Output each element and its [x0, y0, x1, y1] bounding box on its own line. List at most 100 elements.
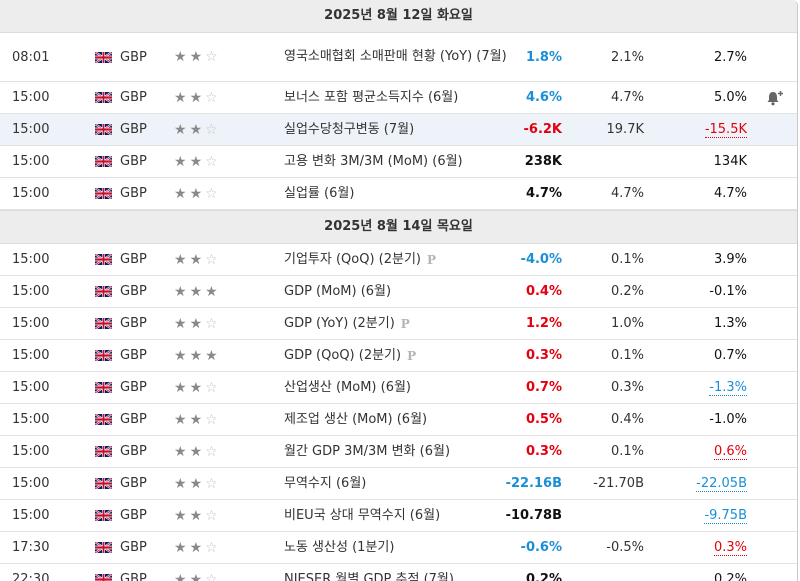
forecast-value: -0.5% — [606, 540, 644, 555]
previous-value-text: -1.0% — [709, 412, 747, 427]
previous-value: 2.7% — [714, 33, 747, 81]
event-name[interactable]: 월간 GDP 3M/3M 변화 (6월) — [284, 436, 534, 467]
event-row[interactable]: 15:00 GBP ★ ★ ☆ 보너스 포함 평균소득지수 (6월) 4.6% 4.7% 5.0… — [0, 82, 797, 114]
star-icon: ★ — [174, 347, 187, 364]
forecast-value: 0.1% — [610, 444, 644, 459]
previous-value: 0.3% — [713, 532, 747, 563]
star-icon: ★ — [174, 49, 187, 65]
star-icon: ☆ — [205, 507, 218, 524]
previous-value: 0.2% — [714, 564, 747, 581]
event-name-text[interactable]: 제조업 생산 (MoM) (6월) — [284, 411, 428, 427]
event-name-text[interactable]: 무역수지 (6월) — [284, 475, 367, 491]
event-row[interactable]: 15:00 GBP ★ ★ ★ GDP (QoQ) (2분기) P 0.3% 0.1% 0.7% — [0, 340, 797, 372]
event-row[interactable]: 15:00 GBP ★ ★ ☆ 제조업 생산 (MoM) (6월) 0.5% 0.4% -1.0… — [0, 404, 797, 436]
star-icon: ★ — [189, 315, 203, 332]
event-name[interactable]: 노동 생산성 (1분기) — [284, 532, 534, 563]
event-name[interactable]: NIESER 월별 GDP 추적 (7월) — [284, 564, 534, 581]
uk-flag-icon — [95, 82, 112, 113]
event-name-text[interactable]: 고용 변화 3M/3M (MoM) (6월) — [284, 153, 463, 169]
event-row[interactable]: 15:00 GBP ★ ★ ☆ 실업률 (6월) 4.7% 4.7% 4.7% — [0, 178, 797, 210]
star-icon: ☆ — [205, 185, 218, 202]
event-row[interactable]: 08:01 GBP ★ ★ ☆ 영국소매협회 소매판매 현황 (YoY) (7월) 1.8%… — [0, 33, 797, 82]
event-name-text[interactable]: 월간 GDP 3M/3M 변화 (6월) — [284, 443, 451, 459]
event-row[interactable]: 15:00 GBP ★ ★ ☆ 기업투자 (QoQ) (2분기) P -4.0% 0.1% 3.9… — [0, 244, 797, 276]
event-name-text[interactable]: 기업투자 (QoQ) (2분기) — [284, 251, 422, 267]
event-name[interactable]: 실업수당청구변동 (7월) — [284, 114, 534, 145]
actual-value: 0.5% — [525, 412, 562, 427]
uk-flag-icon — [95, 146, 112, 177]
event-time: 15:00 — [12, 154, 50, 169]
event-name-text[interactable]: 실업수당청구변동 (7월) — [284, 121, 415, 137]
star-icon: ☆ — [205, 411, 218, 428]
event-row[interactable]: 15:00 GBP ★ ★ ☆ 월간 GDP 3M/3M 변화 (6월) 0.3% 0.1% 0… — [0, 436, 797, 468]
forecast-value: 1.0% — [610, 316, 644, 331]
currency-code: GBP — [120, 49, 147, 65]
star-icon: ★ — [189, 283, 203, 300]
star-icon: ★ — [205, 347, 218, 364]
actual-value: 0.4% — [525, 284, 562, 299]
event-row[interactable]: 22:30 GBP ★ ★ ☆ NIESER 월별 GDP 추적 (7월) 0.2% 0.2% — [0, 564, 797, 581]
event-time: 22:30 — [12, 572, 50, 581]
event-name[interactable]: 비EU국 상대 무역수지 (6월) — [284, 500, 534, 531]
event-name-text[interactable]: 산업생산 (MoM) (6월) — [284, 379, 412, 395]
event-row[interactable]: 15:00 GBP ★ ★ ★ GDP (MoM) (6월) 0.4% 0.2% -0.1% — [0, 276, 797, 308]
bell-add-icon[interactable] — [765, 82, 785, 113]
event-name-text[interactable]: GDP (QoQ) (2분기) — [284, 347, 402, 363]
event-row[interactable]: 15:00 GBP ★ ★ ☆ 비EU국 상대 무역수지 (6월) -10.78B -9.75… — [0, 500, 797, 532]
event-name[interactable]: 영국소매협회 소매판매 현황 (YoY) (7월) — [284, 33, 534, 81]
event-name-text[interactable]: 실업률 (6월) — [284, 185, 355, 201]
event-name-text[interactable]: 노동 생산성 (1분기) — [284, 539, 395, 555]
previous-value-text: -15.5K — [704, 121, 747, 138]
event-time: 15:00 — [12, 380, 50, 395]
actual-value: 1.8% — [525, 49, 562, 65]
currency-code: GBP — [120, 90, 147, 105]
previous-value: 5.0% — [714, 82, 747, 113]
event-row[interactable]: 15:00 GBP ★ ★ ☆ 무역수지 (6월) -22.16B -21.70B -22.05… — [0, 468, 797, 500]
event-row[interactable]: 15:00 GBP ★ ★ ☆ 산업생산 (MoM) (6월) 0.7% 0.3% -1.3% — [0, 372, 797, 404]
event-name[interactable]: 보너스 포함 평균소득지수 (6월) — [284, 82, 534, 113]
event-name-text[interactable]: 영국소매협회 소매판매 현황 (YoY) (7월) — [284, 49, 507, 64]
currency-code: GBP — [120, 572, 147, 581]
event-row[interactable]: 15:00 GBP ★ ★ ☆ 실업수당청구변동 (7월) -6.2K 19.7K -15.5K — [0, 114, 797, 146]
currency-code: GBP — [120, 154, 147, 169]
star-icon: ★ — [205, 283, 218, 300]
star-icon: ★ — [174, 315, 187, 332]
previous-value: 0.6% — [713, 436, 747, 467]
preliminary-badge: P — [407, 348, 417, 363]
previous-value: -1.3% — [709, 372, 747, 403]
forecast-value: 0.2% — [610, 284, 644, 299]
event-name[interactable]: 기업투자 (QoQ) (2분기) P — [284, 244, 534, 275]
event-name-text[interactable]: NIESER 월별 GDP 추적 (7월) — [284, 571, 454, 581]
event-name-text[interactable]: GDP (MoM) (6월) — [284, 283, 392, 299]
importance-stars: ★ ★ ☆ — [174, 244, 221, 275]
star-icon: ★ — [189, 185, 203, 202]
event-row[interactable]: 17:30 GBP ★ ★ ☆ 노동 생산성 (1분기) -0.6% -0.5% 0.3% — [0, 532, 797, 564]
event-name[interactable]: 고용 변화 3M/3M (MoM) (6월) — [284, 146, 534, 177]
event-name-text[interactable]: GDP (YoY) (2분기) — [284, 315, 395, 331]
event-name[interactable]: 제조업 생산 (MoM) (6월) — [284, 404, 534, 435]
day-header: 2025년 8월 14일 목요일 — [0, 210, 797, 244]
actual-value: 0.7% — [525, 380, 562, 395]
event-name-text[interactable]: 보너스 포함 평균소득지수 (6월) — [284, 89, 459, 105]
event-name[interactable]: 무역수지 (6월) — [284, 468, 534, 499]
star-icon: ★ — [189, 347, 203, 364]
importance-stars: ★ ★ ☆ — [174, 178, 221, 209]
importance-stars: ★ ★ ☆ — [174, 146, 221, 177]
event-name[interactable]: GDP (YoY) (2분기) P — [284, 308, 534, 339]
uk-flag-icon — [95, 308, 112, 339]
event-time: 15:00 — [12, 316, 50, 331]
event-row[interactable]: 15:00 GBP ★ ★ ☆ GDP (YoY) (2분기) P 1.2% 1.0% 1.3% — [0, 308, 797, 340]
event-name[interactable]: 산업생산 (MoM) (6월) — [284, 372, 534, 403]
event-name[interactable]: GDP (MoM) (6월) — [284, 276, 534, 307]
event-name[interactable]: GDP (QoQ) (2분기) P — [284, 340, 534, 371]
importance-stars: ★ ★ ☆ — [174, 404, 221, 435]
event-time: 15:00 — [12, 412, 50, 427]
previous-value-text: 0.3% — [713, 539, 747, 556]
currency-code: GBP — [120, 348, 147, 363]
event-row[interactable]: 15:00 GBP ★ ★ ☆ 고용 변화 3M/3M (MoM) (6월) 238K 134… — [0, 146, 797, 178]
star-icon: ☆ — [205, 89, 218, 106]
event-name-text[interactable]: 비EU국 상대 무역수지 (6월) — [284, 507, 441, 523]
event-name[interactable]: 실업률 (6월) — [284, 178, 534, 209]
currency-code: GBP — [120, 540, 147, 555]
